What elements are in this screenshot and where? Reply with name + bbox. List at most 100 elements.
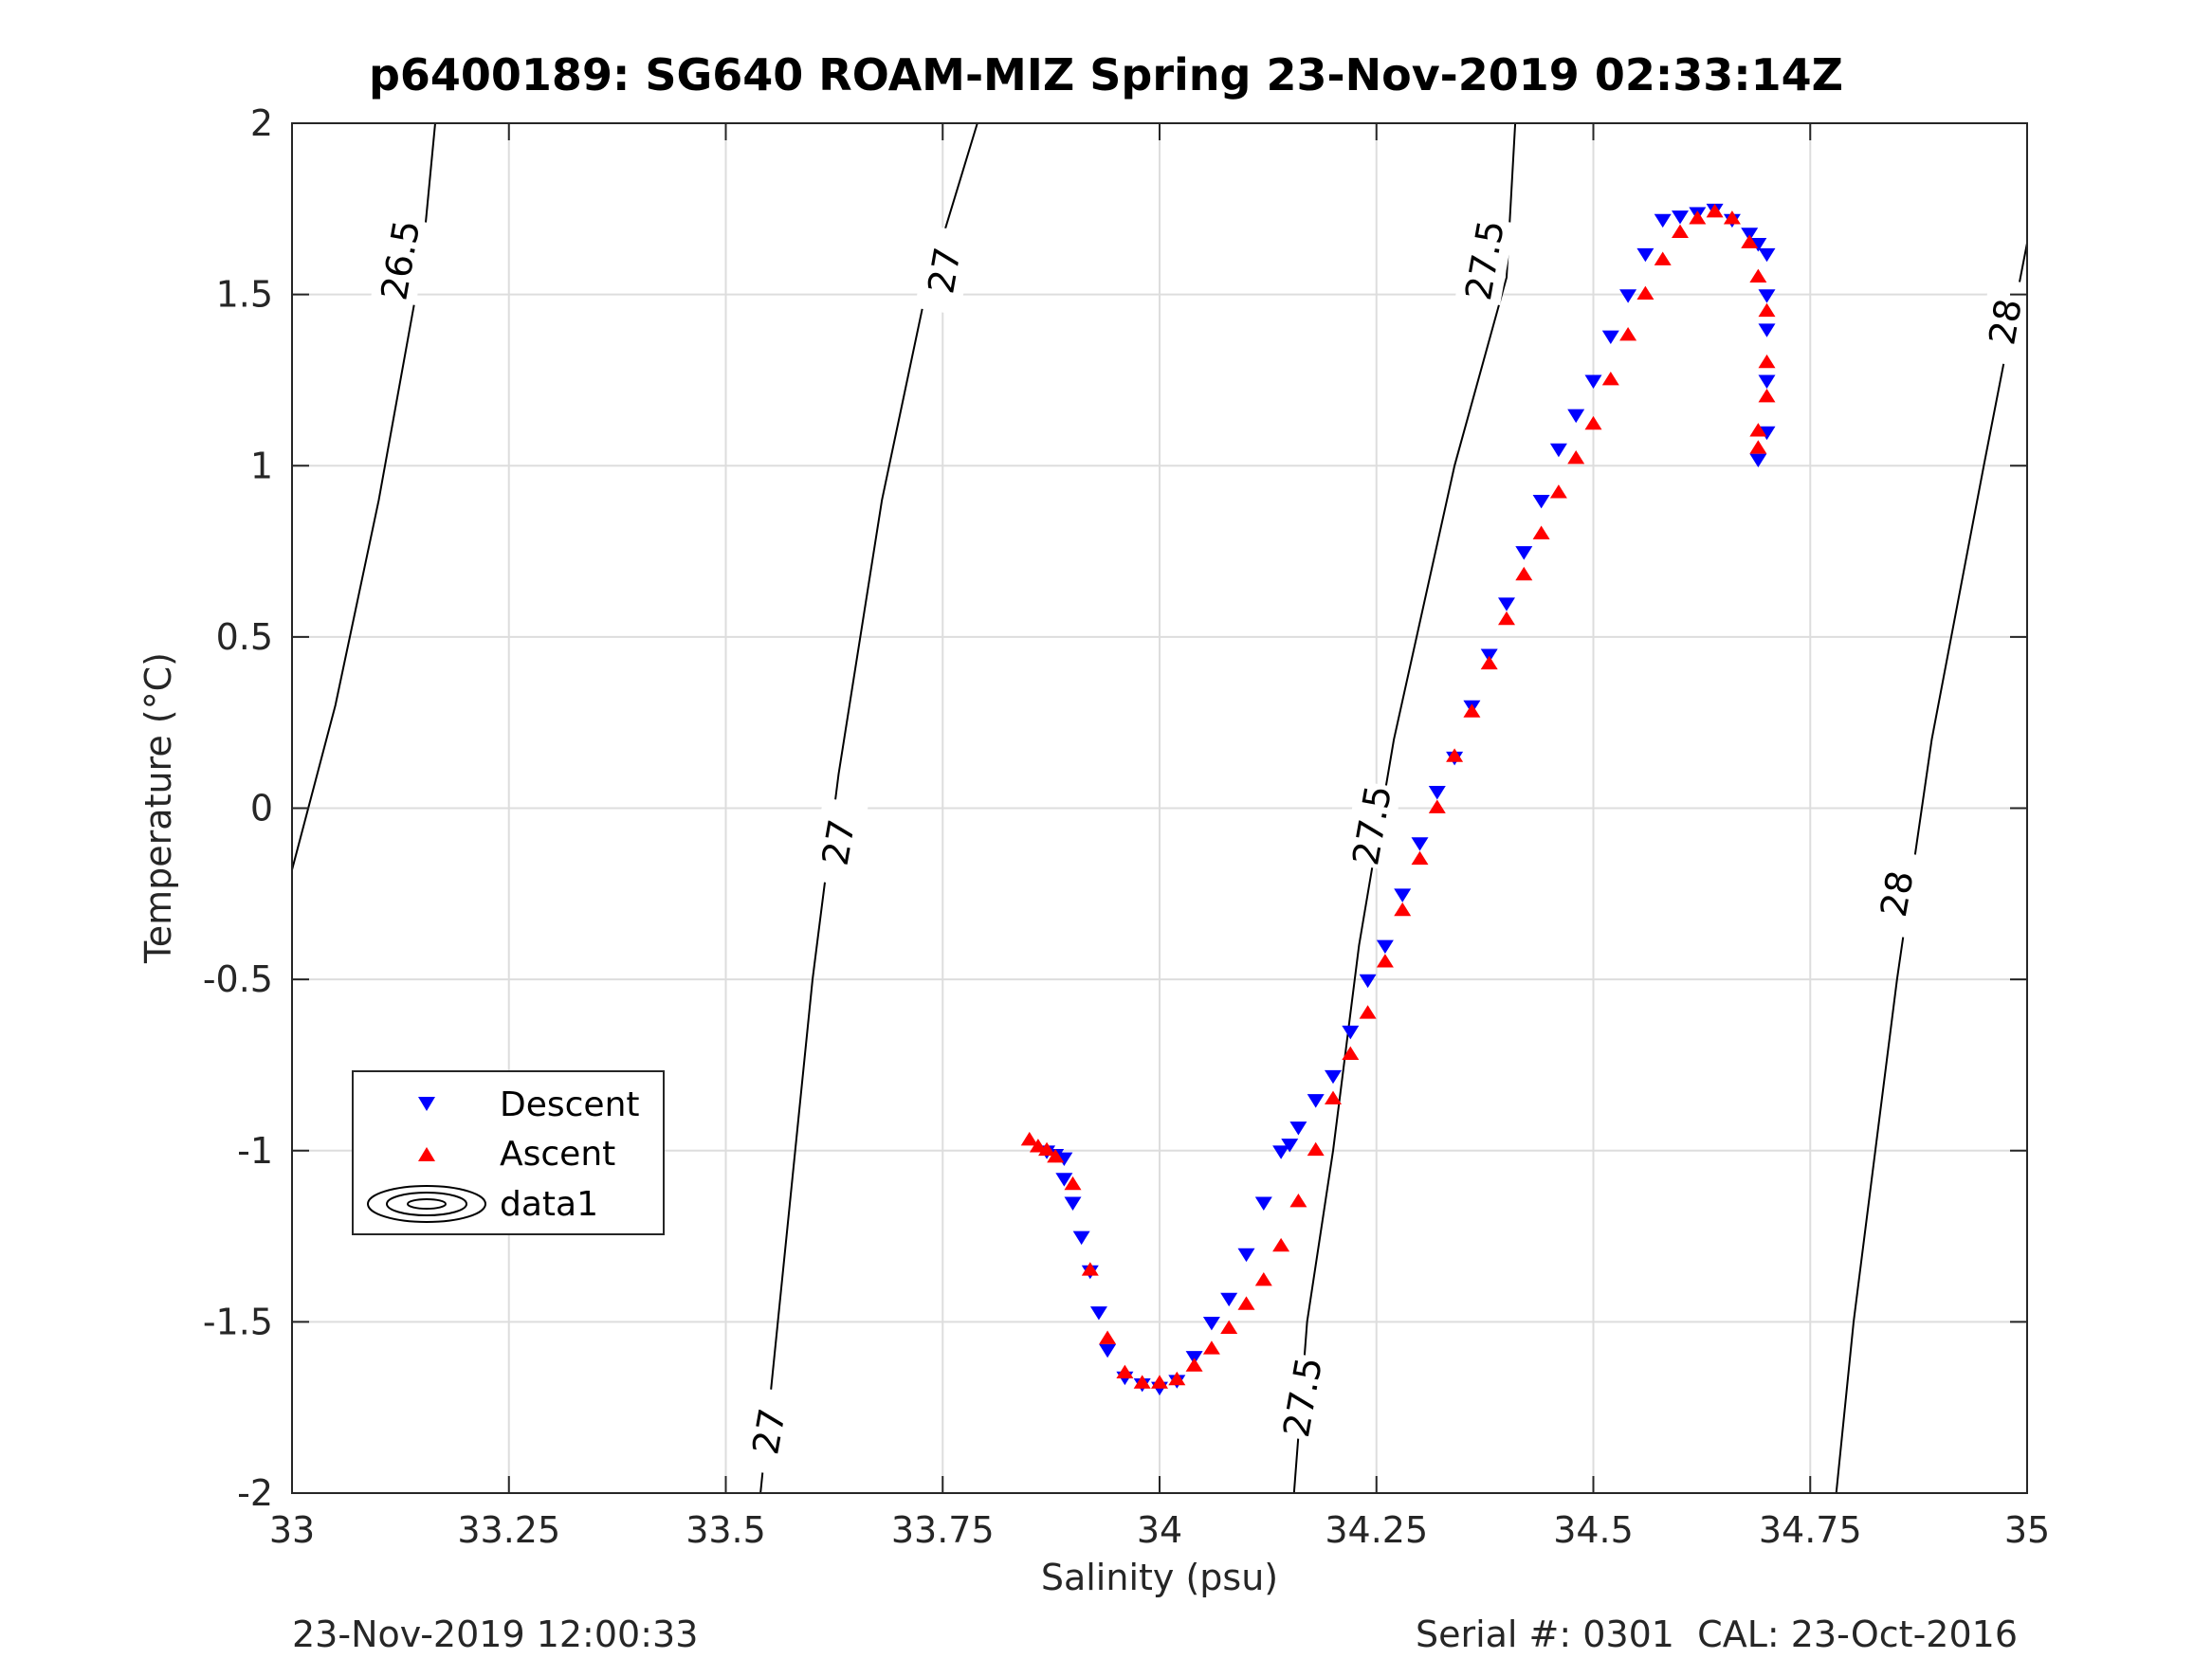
legend-data1-label: data1 xyxy=(500,1185,598,1224)
ascent-point xyxy=(1254,1272,1272,1286)
descent-point xyxy=(1654,213,1672,228)
contour-label: 27 xyxy=(744,1405,794,1457)
ascent-point xyxy=(1081,1262,1099,1276)
descent-point xyxy=(1636,247,1654,263)
chart-title: p6400189: SG640 ROAM-MIZ Spring 23-Nov-2… xyxy=(368,49,1844,100)
descent-point xyxy=(1515,546,1533,560)
y-tick-label: -1 xyxy=(237,1130,273,1172)
ascent-point xyxy=(1237,1296,1255,1310)
legend-contour-icon xyxy=(367,1185,486,1223)
descent-point xyxy=(1220,1292,1238,1307)
legend-box xyxy=(352,1070,665,1235)
ascent-point xyxy=(1099,1330,1117,1344)
x-axis-label: Salinity (psu) xyxy=(1041,1557,1278,1598)
x-tick-label: 34.25 xyxy=(1325,1509,1428,1551)
y-axis-label: Temperature (°C) xyxy=(137,652,179,964)
ascent-point xyxy=(1706,203,1724,218)
descent-point xyxy=(1549,443,1567,458)
legend-descent-marker-icon xyxy=(418,1097,435,1111)
ascent-point xyxy=(1689,210,1707,225)
ascent-point xyxy=(1029,1139,1047,1153)
ascent-point xyxy=(1202,1340,1220,1355)
legend-ascent-marker-icon xyxy=(418,1147,435,1161)
contour-label: 27 xyxy=(920,245,969,297)
y-tick-label: 1.5 xyxy=(216,274,273,316)
descent-point xyxy=(1281,1139,1299,1153)
x-tick-label: 34 xyxy=(1137,1509,1182,1551)
ascent-point xyxy=(1758,354,1776,369)
ascent-point xyxy=(1672,224,1689,238)
descent-point xyxy=(1584,374,1602,389)
descent-point xyxy=(1601,330,1619,344)
x-tick-label: 33 xyxy=(269,1509,315,1551)
contour-label-bg xyxy=(739,1386,799,1477)
footer-serial: Serial #: 0301 xyxy=(1415,1613,1674,1655)
y-tick-label: 0.5 xyxy=(216,616,273,658)
contour-label-group: 27 xyxy=(809,797,868,888)
contour-line-26-5 xyxy=(291,122,436,870)
descent-point xyxy=(1055,1152,1073,1166)
legend-descent-label: Descent xyxy=(500,1085,640,1124)
descent-point xyxy=(1089,1306,1107,1321)
ascent-point xyxy=(1359,1005,1377,1019)
contour-label-bg xyxy=(1975,277,2036,367)
legend: Descent Ascent data1 xyxy=(352,1070,665,1235)
contour-label-bg xyxy=(809,797,868,888)
descent-point xyxy=(1567,409,1585,424)
descent-point xyxy=(1749,238,1767,252)
data-points xyxy=(1020,203,1776,1396)
contour-label-bg xyxy=(1867,848,1928,939)
contour-label-bg xyxy=(1342,780,1402,871)
contour-label-group: 27 xyxy=(914,225,975,316)
ascent-point xyxy=(1394,902,1412,917)
ascent-point xyxy=(1307,1141,1325,1157)
descent-point xyxy=(1254,1196,1272,1211)
x-tick-label: 33.75 xyxy=(891,1509,995,1551)
descent-point xyxy=(1325,1069,1342,1085)
ascent-point xyxy=(1758,389,1776,403)
ascent-point xyxy=(1325,1090,1342,1104)
y-tick-label: 0 xyxy=(250,788,273,830)
footer-calibration: Serial #: 0301 CAL: 23-Oct-2016 xyxy=(1416,1613,2018,1655)
descent-point xyxy=(1359,974,1377,989)
ascent-point xyxy=(1168,1371,1186,1386)
ascent-point xyxy=(1749,440,1767,454)
descent-point xyxy=(1185,1351,1203,1365)
descent-point xyxy=(1394,888,1412,902)
descent-point xyxy=(1428,786,1446,800)
descent-point xyxy=(1064,1196,1082,1211)
contour-label-bg xyxy=(1454,215,1515,305)
ascent-point xyxy=(1584,415,1602,430)
y-tick-label: -0.5 xyxy=(203,958,273,1000)
ascent-point xyxy=(1020,1131,1038,1146)
ascent-point xyxy=(1749,423,1767,437)
ascent-point xyxy=(1758,302,1776,318)
contour-label-group: 27 xyxy=(739,1386,799,1477)
descent-point xyxy=(1758,323,1776,337)
ascent-point xyxy=(1133,1375,1151,1389)
ascent-point xyxy=(1463,703,1481,718)
descent-point xyxy=(1619,289,1637,303)
ascent-point xyxy=(1220,1320,1238,1334)
x-tick-label: 33.5 xyxy=(686,1509,766,1551)
contour-label-group: 28 xyxy=(1975,277,2036,367)
ascent-point xyxy=(1549,484,1567,499)
ascent-point xyxy=(1446,748,1464,762)
ascent-point xyxy=(1428,799,1446,813)
ascent-point xyxy=(1532,525,1550,539)
x-tick-label: 33.25 xyxy=(457,1509,560,1551)
contour-label-bg xyxy=(914,225,975,316)
contour-label: 27 xyxy=(814,816,864,868)
descent-point xyxy=(1498,597,1515,611)
ascent-point xyxy=(1749,268,1767,283)
ascent-point xyxy=(1047,1148,1065,1163)
ascent-point xyxy=(1480,655,1498,670)
ascent-point xyxy=(1116,1364,1134,1378)
y-tick-label: 2 xyxy=(250,102,273,144)
descent-point xyxy=(1758,247,1776,263)
x-tick-label: 34.5 xyxy=(1553,1509,1634,1551)
descent-point xyxy=(1307,1094,1325,1108)
contour-label: 28 xyxy=(1981,296,2030,348)
descent-point xyxy=(1055,1173,1073,1187)
